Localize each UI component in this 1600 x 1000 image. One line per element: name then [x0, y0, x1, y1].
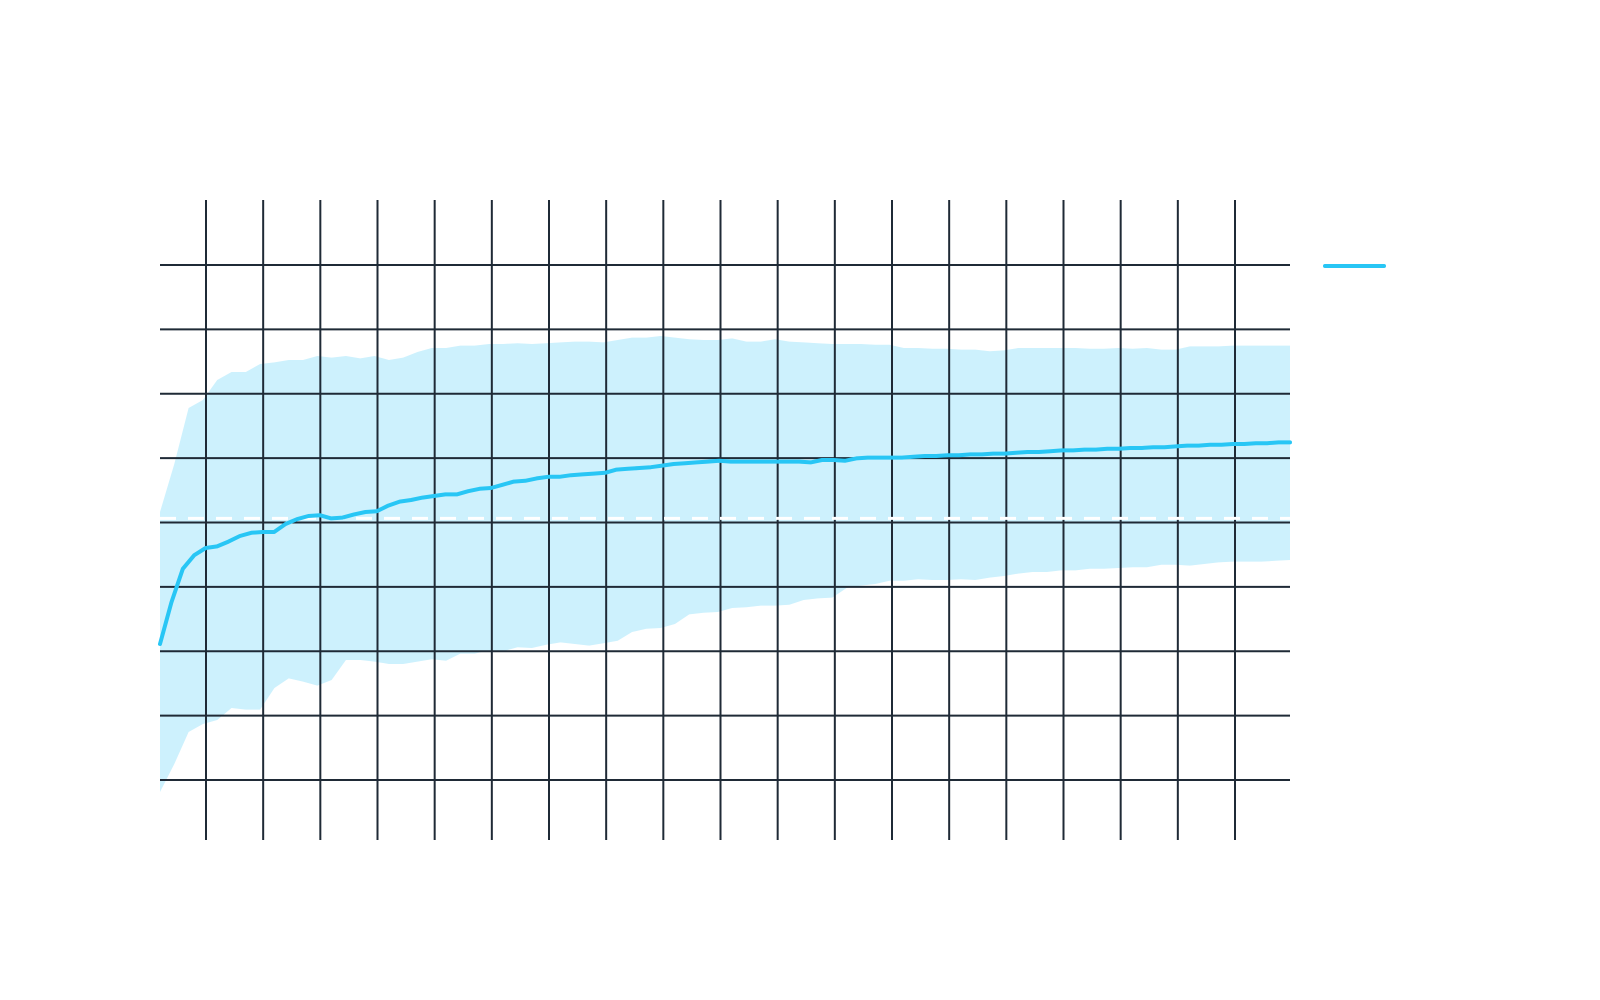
- series-line: [158, 440, 1292, 646]
- grid-layer: [160, 200, 1290, 840]
- series-layer: [158, 440, 1292, 646]
- confidence-band: [160, 336, 1290, 792]
- confidence-band-layer: [160, 336, 1290, 792]
